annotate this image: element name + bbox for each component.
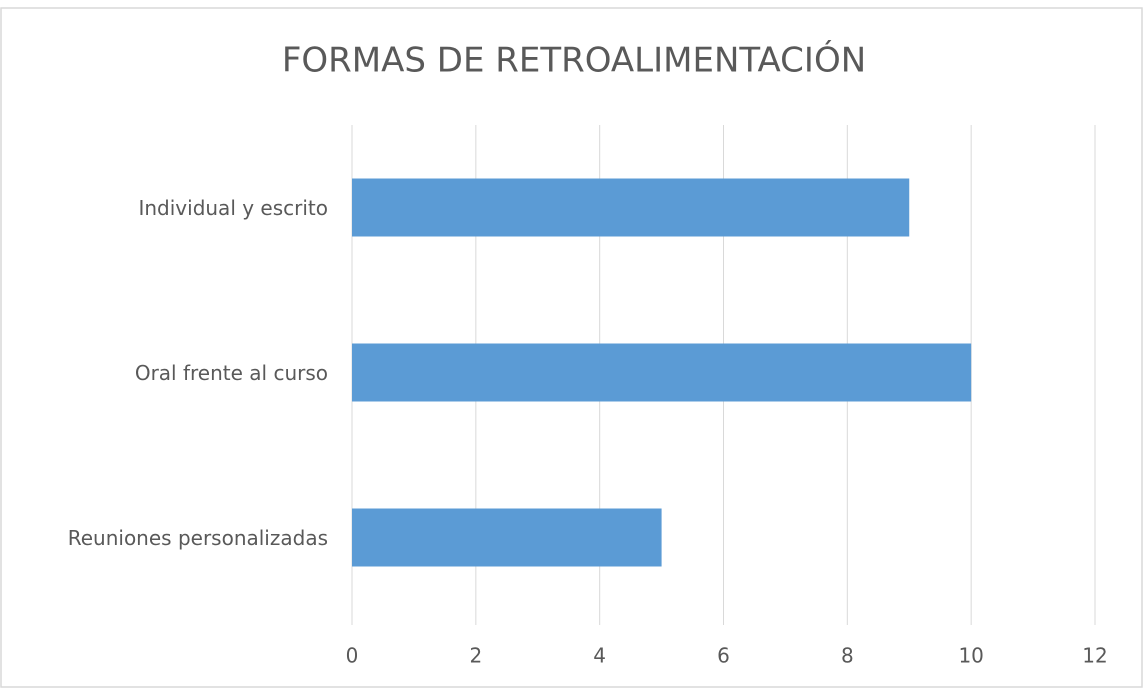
x-tick-label: 4	[593, 644, 606, 668]
chart-title: FORMAS DE RETROALIMENTACIÓN	[282, 40, 866, 81]
x-tick-label: 8	[841, 644, 854, 668]
y-tick-label: Individual y escrito	[138, 196, 328, 220]
bar	[352, 343, 972, 402]
x-tick-label: 6	[717, 644, 730, 668]
x-tick-label: 12	[1082, 644, 1107, 668]
x-tick-label: 2	[469, 644, 482, 668]
x-tick-label: 10	[958, 644, 983, 668]
bar	[352, 178, 910, 237]
y-tick-label: Reuniones personalizadas	[68, 526, 328, 550]
bar	[352, 508, 662, 567]
y-tick-label: Oral frente al curso	[135, 361, 328, 385]
x-tick-label: 0	[346, 644, 359, 668]
